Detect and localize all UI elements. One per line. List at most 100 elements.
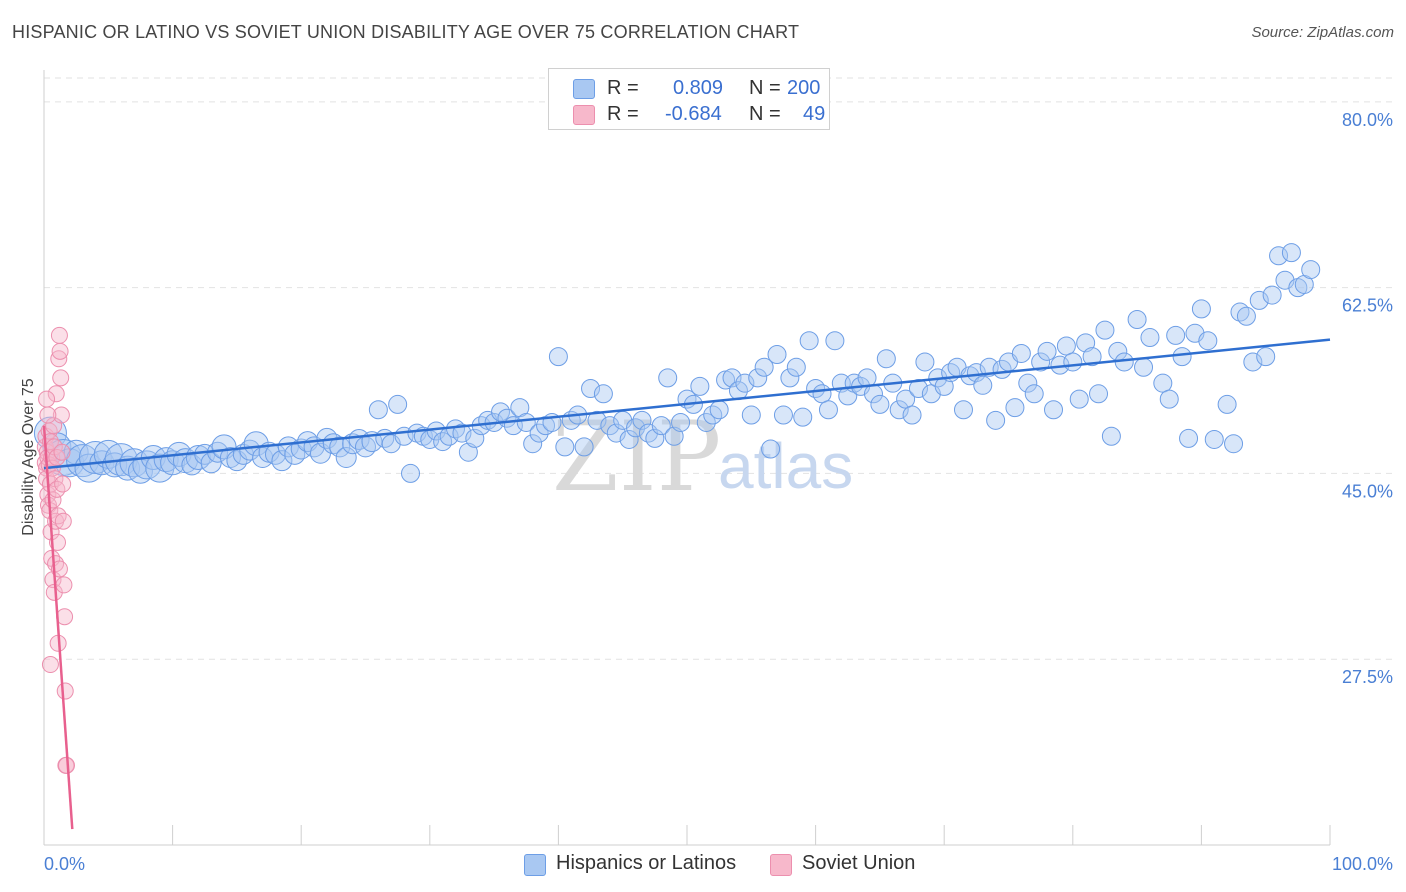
hispanics-point-193 <box>1301 260 1321 280</box>
hispanics-point-36 <box>271 450 293 472</box>
hispanics-point-25 <box>200 452 222 474</box>
hispanics-point-169 <box>1134 357 1154 377</box>
hispanics-point-175 <box>1179 428 1199 448</box>
hispanics-point-130 <box>876 349 896 369</box>
hispanics-point-162 <box>1082 347 1102 367</box>
hispanics-point-117 <box>793 407 813 427</box>
hispanics-point-156 <box>1044 400 1064 420</box>
y-axis-label: Disability Age Over 75 <box>20 378 37 536</box>
hispanics-point-187 <box>1262 285 1282 305</box>
soviet-point-42 <box>56 682 74 700</box>
r-label: R = <box>607 77 639 99</box>
hispanics-point-46 <box>335 447 357 468</box>
hispanics-point-136 <box>915 352 935 372</box>
soviet-point-35 <box>52 369 70 387</box>
hispanics-point-173 <box>1166 325 1186 345</box>
hispanics-point-152 <box>1018 373 1038 393</box>
hispanics-point-118 <box>799 331 819 351</box>
chart-title: HISPANIC OR LATINO VS SOVIET UNION DISAB… <box>12 22 800 42</box>
hispanics-point-79 <box>548 347 568 367</box>
hispanics-point-134 <box>902 405 922 425</box>
hispanics-point-155 <box>1037 341 1057 361</box>
hispanics-point-32 <box>243 431 269 457</box>
blue-swatch-icon <box>524 854 546 876</box>
y-tick-label-0: 27.5% <box>1342 667 1393 687</box>
hispanics-point-101 <box>690 376 710 396</box>
soviet-point-26 <box>47 385 65 403</box>
n-label: N = <box>749 77 781 99</box>
hispanics-point-179 <box>1204 429 1224 449</box>
hispanics-point-177 <box>1191 299 1211 319</box>
soviet-point-36 <box>52 406 70 424</box>
hispanics-point-112 <box>761 439 781 459</box>
hispanics-point-87 <box>600 416 620 436</box>
soviet-point-47 <box>41 656 59 674</box>
hispanics-point-103 <box>703 405 723 425</box>
trend-line-hispanics <box>43 338 1331 470</box>
n-value: 200 <box>787 77 821 99</box>
hispanics-point-120 <box>812 384 832 404</box>
x-tick-label-0: 0.0% <box>44 854 85 874</box>
hispanics-point-96 <box>658 368 678 388</box>
hispanics-point-172 <box>1159 389 1179 409</box>
hispanics-point-92 <box>632 410 652 430</box>
hispanics-point-154 <box>1031 352 1051 372</box>
y-tick-label-3: 80.0% <box>1342 110 1393 130</box>
hispanics-point-86 <box>593 384 613 404</box>
hispanics-point-64 <box>452 423 472 443</box>
soviet-point-45 <box>38 390 56 408</box>
hispanics-point-84 <box>581 378 601 398</box>
hispanics-point-111 <box>754 357 774 377</box>
hispanics-point-114 <box>773 405 793 425</box>
hispanics-point-190 <box>1281 243 1301 263</box>
hispanics-point-184 <box>1243 352 1263 372</box>
trend-lines <box>42 338 1331 830</box>
hispanics-point-80 <box>555 437 575 457</box>
hispanics-point-17 <box>145 453 175 483</box>
hispanics-point-56 <box>401 463 421 483</box>
hispanics-point-51 <box>368 400 388 420</box>
hispanics-point-108 <box>735 373 755 393</box>
hispanics-point-122 <box>825 331 845 351</box>
n-label: N = <box>749 103 781 125</box>
hispanics-point-144 <box>966 363 986 383</box>
hispanics-point-145 <box>973 375 993 395</box>
hispanics-point-91 <box>626 418 646 438</box>
hispanics-point-168 <box>1127 309 1147 329</box>
hispanics-point-121 <box>818 400 838 420</box>
hispanics-point-109 <box>741 405 761 425</box>
hispanics-point-94 <box>645 428 665 448</box>
r-value: -0.684 <box>665 103 722 125</box>
soviet-point-38 <box>54 475 72 493</box>
hispanics-point-61 <box>433 432 453 452</box>
hispanics-point-171 <box>1153 373 1173 393</box>
hispanics-point-185 <box>1249 290 1269 310</box>
hispanics-point-174 <box>1172 347 1192 367</box>
tick-labels: 27.5% 45.0% 62.5% 80.0% 0.0% 100.0% <box>44 110 1393 874</box>
source-label: Source: ZipAtlas.com <box>1251 24 1394 41</box>
hispanics-point-142 <box>953 400 973 420</box>
hispanics-point-147 <box>986 410 1006 430</box>
series-legend: Hispanics or Latinos Soviet Union <box>0 852 1406 878</box>
hispanics-point-159 <box>1063 352 1083 372</box>
soviet-point-37 <box>53 443 71 461</box>
watermark-atlas: atlas <box>718 430 853 502</box>
hispanics-point-74 <box>516 412 536 432</box>
hispanics-point-83 <box>574 437 594 457</box>
hispanics-point-135 <box>908 378 928 398</box>
hispanics-point-151 <box>1011 343 1031 363</box>
hispanics-point-98 <box>671 412 691 432</box>
hispanics-point-90 <box>619 429 639 449</box>
hispanics-point-102 <box>696 412 716 432</box>
hispanics-point-183 <box>1236 306 1256 326</box>
hispanics-point-115 <box>780 368 800 388</box>
grid-lines <box>44 77 1393 660</box>
hispanics-point-54 <box>388 394 408 414</box>
hispanics-point-163 <box>1089 384 1109 404</box>
hispanics-point-181 <box>1224 434 1244 454</box>
hispanics-point-66 <box>465 428 485 448</box>
legend-label: Hispanics or Latinos <box>556 852 737 874</box>
pink-swatch-icon <box>573 105 595 125</box>
hispanics-point-186 <box>1256 347 1276 367</box>
